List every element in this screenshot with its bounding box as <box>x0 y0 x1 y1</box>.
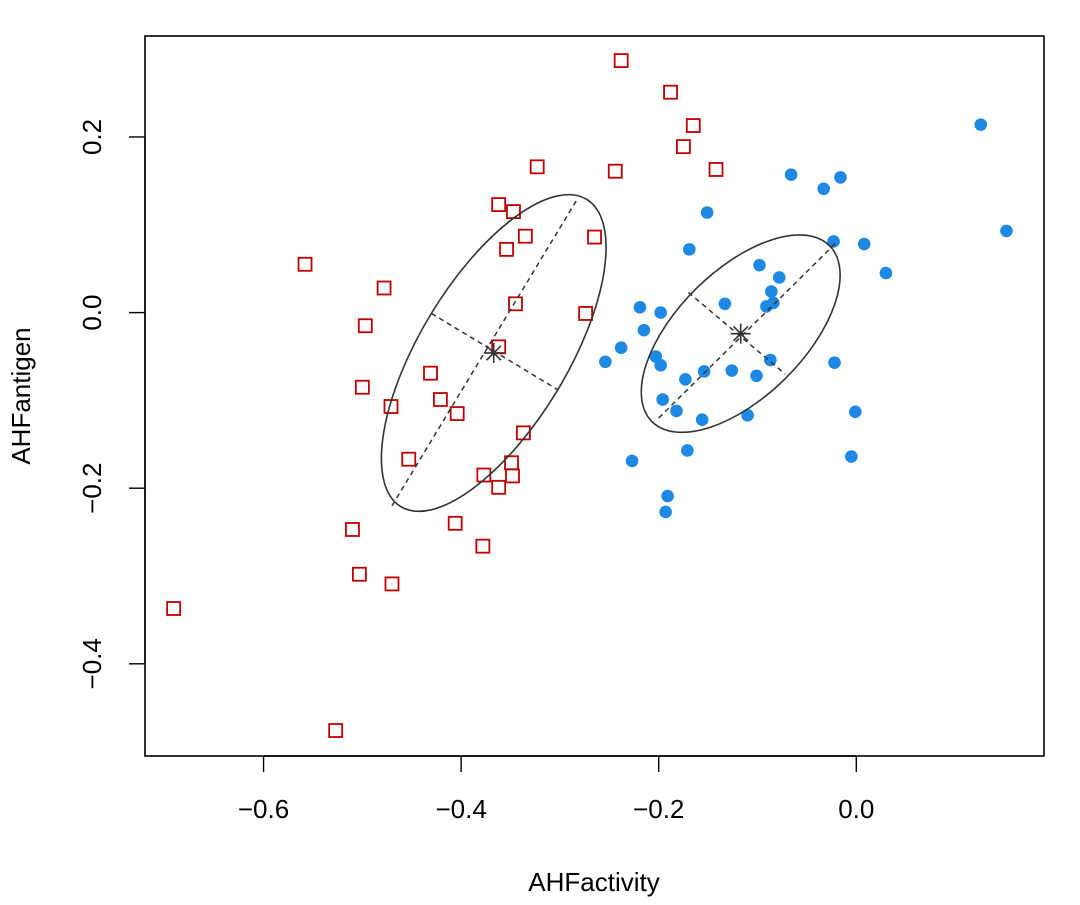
data-point-square <box>297 256 313 272</box>
data-point-square <box>506 204 521 220</box>
data-point-square <box>587 229 602 245</box>
data-point-square <box>166 601 182 616</box>
data-point-square <box>354 379 370 395</box>
data-point-circle <box>784 168 798 182</box>
data-point-square <box>508 296 523 312</box>
data-point-square <box>401 451 417 467</box>
data-point-square <box>449 406 465 421</box>
data-point-circle <box>679 373 692 386</box>
data-point-square <box>328 723 344 738</box>
series-2-ellipse-group <box>640 234 841 434</box>
data-point-circle <box>625 454 639 468</box>
x-tick-label: −0.2 <box>633 794 684 824</box>
data-point-square <box>384 576 400 592</box>
data-point-circle <box>760 300 773 313</box>
centroid-marker <box>730 323 751 344</box>
data-point-circle <box>845 450 858 463</box>
data-point-circle <box>772 271 786 284</box>
ellipse-layer <box>380 193 841 513</box>
data-point-circle <box>614 341 628 355</box>
y-tick-label: 0.0 <box>77 295 107 331</box>
data-point-circle <box>599 355 612 369</box>
data-point-square <box>578 306 594 321</box>
data-point-square <box>423 365 438 381</box>
y-axis-title: AHFantigen <box>6 327 36 464</box>
x-tick-label: −0.4 <box>435 794 486 824</box>
x-axis: −0.6 −0.4 −0.2 0.0 <box>238 755 874 824</box>
data-point-circle <box>633 301 647 314</box>
data-point-circle <box>661 489 674 503</box>
data-point-circle <box>1000 224 1013 238</box>
data-point-square <box>676 139 691 155</box>
data-point-circle <box>654 306 667 319</box>
plot-frame <box>144 35 1045 757</box>
data-point-circle <box>659 505 672 519</box>
ellipse-major-axis <box>391 198 579 507</box>
y-tick-label: 0.2 <box>77 119 107 155</box>
data-point-circle <box>879 266 893 280</box>
data-point-square <box>499 241 514 257</box>
data-point-circle <box>670 404 683 418</box>
series-1-points <box>166 53 724 738</box>
data-point-square <box>351 566 367 582</box>
data-point-square <box>663 84 678 100</box>
data-point-circle <box>695 413 709 427</box>
data-point-circle <box>750 369 763 383</box>
confidence-ellipse <box>640 234 841 434</box>
x-tick-label: 0.0 <box>838 794 874 824</box>
data-point-square <box>345 522 360 537</box>
x-axis-title: AHFactivity <box>528 867 659 897</box>
data-point-square <box>357 318 373 334</box>
data-point-square <box>685 118 701 133</box>
data-point-square <box>708 162 724 177</box>
data-point-square <box>505 468 520 484</box>
data-point-square <box>529 159 545 175</box>
data-point-circle <box>765 285 778 298</box>
data-point-circle <box>834 171 847 184</box>
centroid-marker <box>483 342 504 363</box>
data-point-circle <box>817 182 830 196</box>
data-point-circle <box>764 353 777 367</box>
data-point-square <box>491 479 507 495</box>
y-tick-label: −0.2 <box>77 463 107 514</box>
data-point-circle <box>741 409 754 422</box>
data-point-circle <box>654 358 667 372</box>
data-point-circle <box>828 356 841 369</box>
data-point-circle <box>700 206 714 219</box>
y-tick-label: −0.4 <box>77 638 107 689</box>
data-point-square <box>491 197 507 212</box>
data-point-circle <box>725 364 739 377</box>
data-point-circle <box>637 323 651 337</box>
data-point-circle <box>697 365 711 378</box>
data-point-circle <box>718 297 732 311</box>
data-point-circle <box>974 118 988 131</box>
data-point-circle <box>656 393 669 406</box>
data-point-square <box>607 163 623 179</box>
data-point-circle <box>827 235 840 248</box>
series-layer <box>166 53 1013 738</box>
data-point-circle <box>857 237 871 251</box>
series-1-ellipse-group <box>380 193 607 513</box>
ellipse-major-axis <box>658 241 838 419</box>
data-point-circle <box>681 444 694 457</box>
series-2-points <box>599 118 1013 519</box>
data-point-square <box>613 53 629 68</box>
data-point-square <box>517 228 533 244</box>
data-point-circle <box>683 243 696 256</box>
x-tick-label: −0.6 <box>238 794 289 824</box>
data-point-circle <box>753 258 766 272</box>
data-point-square <box>447 515 463 531</box>
confidence-ellipse <box>380 193 607 513</box>
data-point-circle <box>849 405 862 419</box>
data-point-square <box>432 392 448 407</box>
data-point-square <box>376 280 392 296</box>
y-axis: −0.4 −0.2 0.0 0.2 <box>77 119 146 689</box>
data-point-square <box>475 538 491 554</box>
